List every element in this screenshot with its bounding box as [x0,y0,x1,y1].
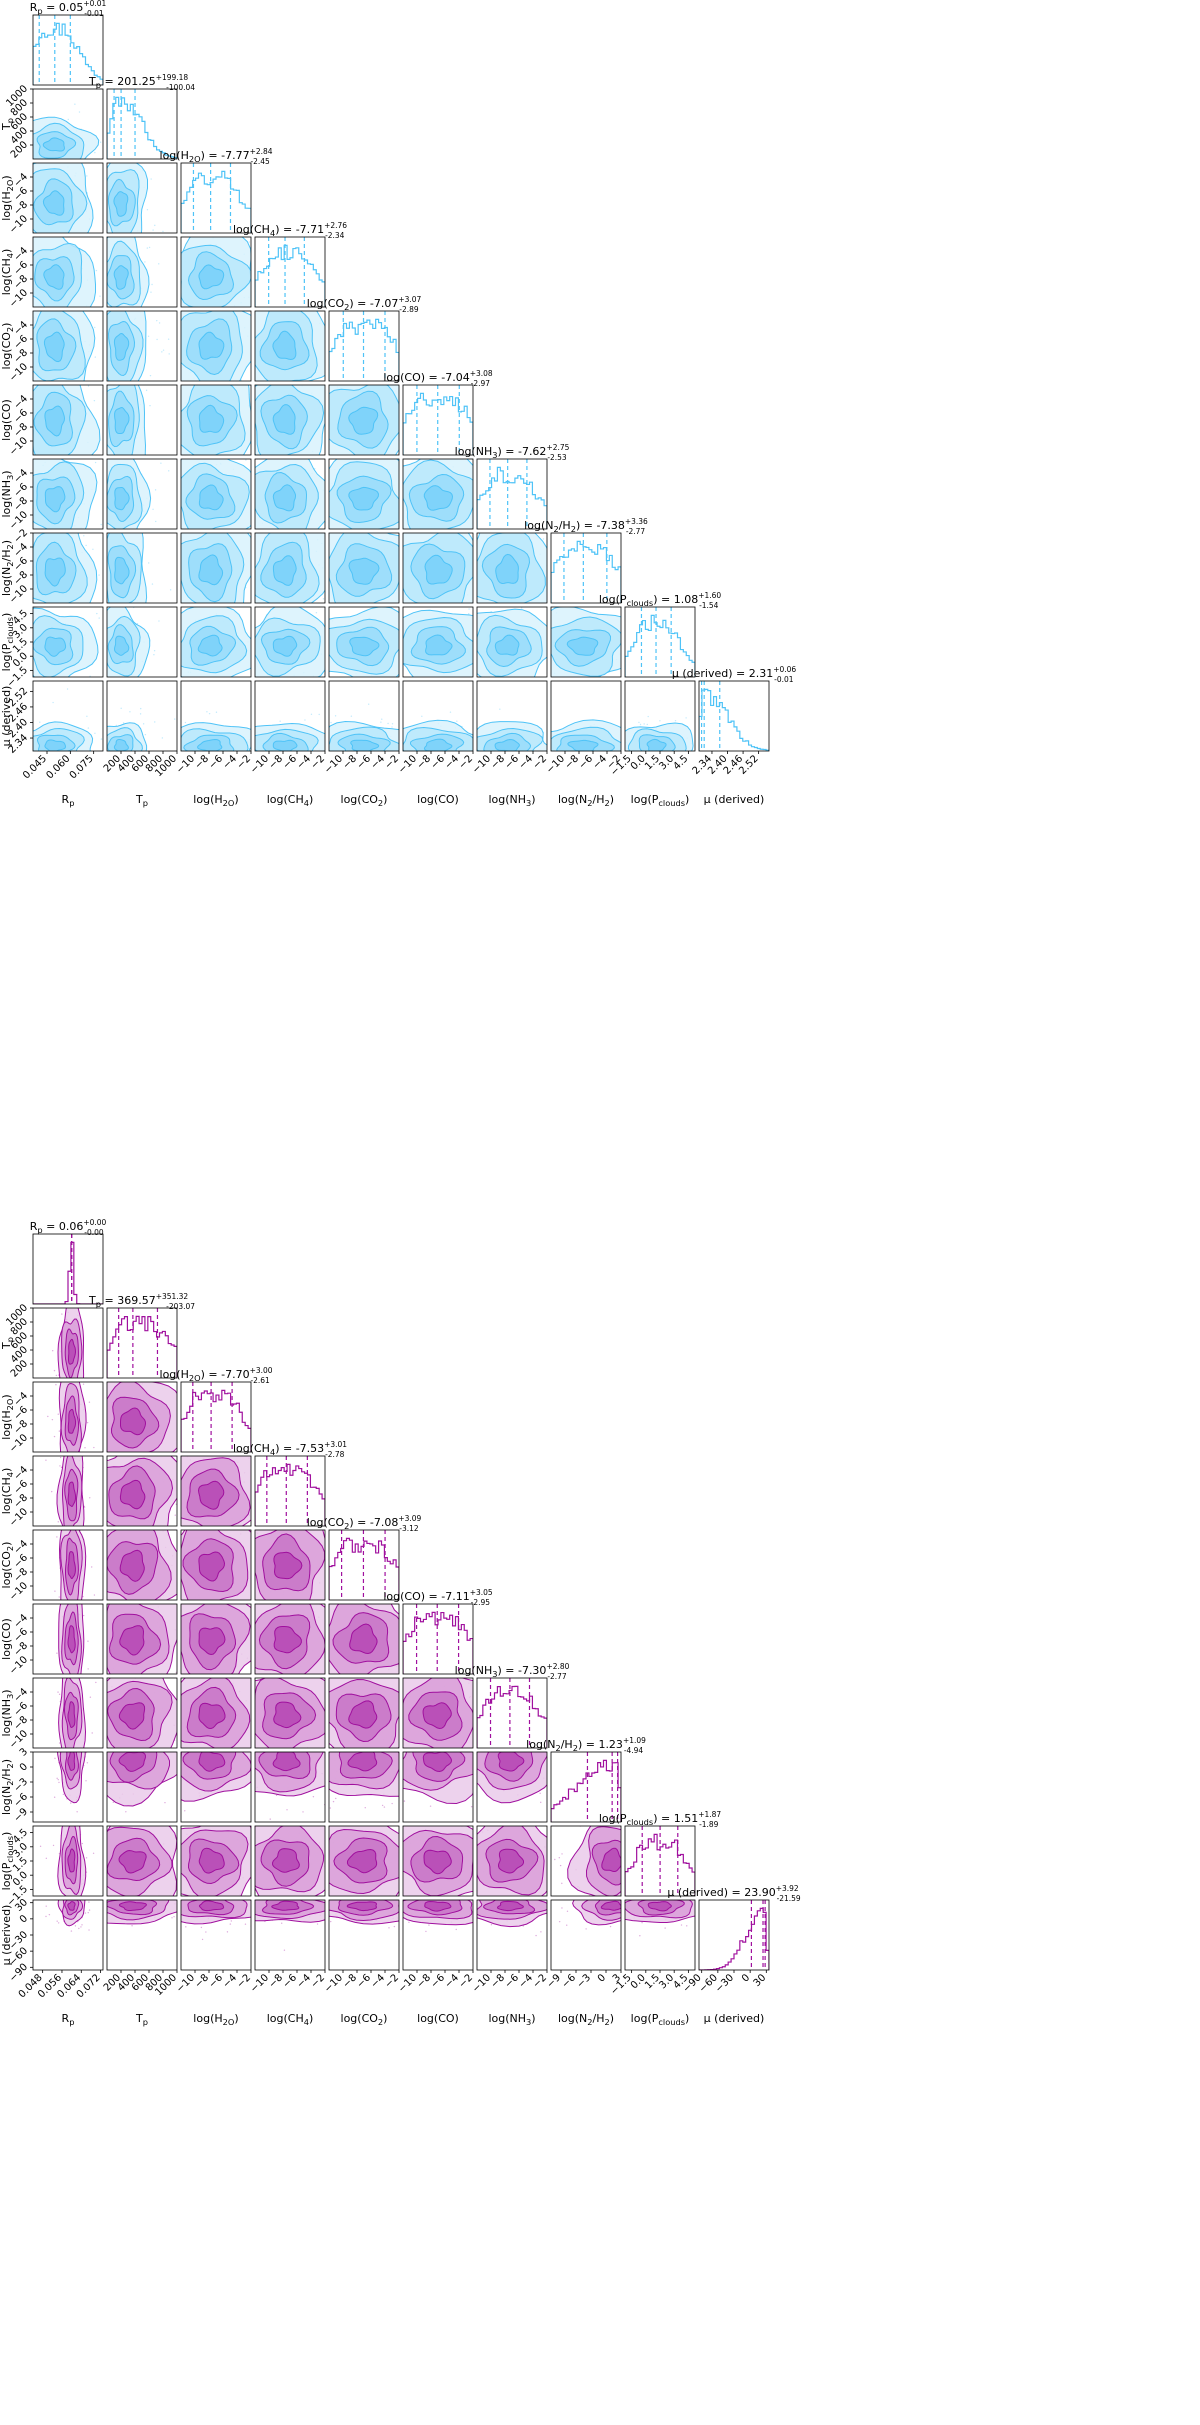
x-label-mu: μ (derived) [704,793,765,806]
y-tick-N2H2: −9 [12,1806,30,1824]
x-label-Pclouds: log(Pclouds) [631,2012,690,2027]
y-label-N2H2: log(N2/H2) [0,540,15,596]
x-tick-Rp: 0.060 [44,753,72,781]
y-tick-N2H2: −6 [12,1791,30,1809]
y-label-NH3: log(NH3) [0,1689,15,1736]
x-label-Tp: Tp [135,793,148,808]
y-label-CH4: log(CH4) [0,249,15,296]
x-label-Pclouds: log(Pclouds) [631,793,690,808]
histogram-mu [699,1900,769,1970]
x-label-Rp: Rp [62,2012,75,2027]
y-tick-CO: −4 [12,393,30,411]
y-tick-N2H2: 3 [18,1746,30,1758]
x-label-NH3: log(NH3) [488,793,535,808]
x-label-mu: μ (derived) [704,2012,765,2025]
y-label-CO: log(CO) [0,399,13,441]
x-label-Tp: Tp [135,2012,148,2027]
x-label-N2H2: log(N2/H2) [558,2012,614,2027]
y-label-H2O: log(H2O) [0,1394,15,1439]
x-label-CO: log(CO) [417,793,459,806]
y-tick-N2H2: 0 [18,1761,30,1773]
x-tick-mu: 30 [752,1972,769,1989]
histogram-mu [699,681,769,751]
x-tick-Pclouds: 4.5 [671,753,690,772]
y-label-Tp: Tp [0,1337,15,1350]
y-label-mu: μ (derived) [0,686,13,747]
x-tick-Rp: 0.045 [21,753,49,781]
x-label-NH3: log(NH3) [488,2012,535,2027]
y-label-Pclouds: log(Pclouds) [0,1832,15,1891]
y-tick-mu: 0 [18,1913,30,1925]
y-label-NH3: log(NH3) [0,470,15,517]
y-label-H2O: log(H2O) [0,175,15,220]
x-label-N2H2: log(N2/H2) [558,793,614,808]
x-label-CH4: log(CH4) [267,2012,314,2027]
x-label-CH4: log(CH4) [267,793,314,808]
x-tick-Rp: 0.075 [68,753,96,781]
contour-Pclouds-mu [604,1868,743,1970]
y-tick-CO: −4 [12,1612,30,1630]
x-label-CO2: log(CO2) [341,793,388,808]
x-label-H2O: log(H2O) [193,2012,238,2027]
y-label-N2H2: log(N2/H2) [0,1759,15,1815]
y-label-CO2: log(CO2) [0,1542,15,1589]
x-tick-N2H2: −3 [575,1972,593,1990]
y-label-CO: log(CO) [0,1618,13,1660]
x-tick-mu: 0 [740,1972,752,1984]
y-label-CH4: log(CH4) [0,1468,15,1515]
y-label-Pclouds: log(Pclouds) [0,613,15,672]
x-label-CO2: log(CO2) [341,2012,388,2027]
x-label-H2O: log(H2O) [193,793,238,808]
x-tick-mu: −30 [713,1972,736,1995]
x-label-Rp: Rp [62,793,75,808]
y-label-CO2: log(CO2) [0,323,15,370]
x-tick-N2H2: 0 [596,1972,608,1984]
x-label-CO: log(CO) [417,2012,459,2025]
y-label-Tp: Tp [0,118,15,131]
y-label-mu: μ (derived) [0,1905,13,1966]
